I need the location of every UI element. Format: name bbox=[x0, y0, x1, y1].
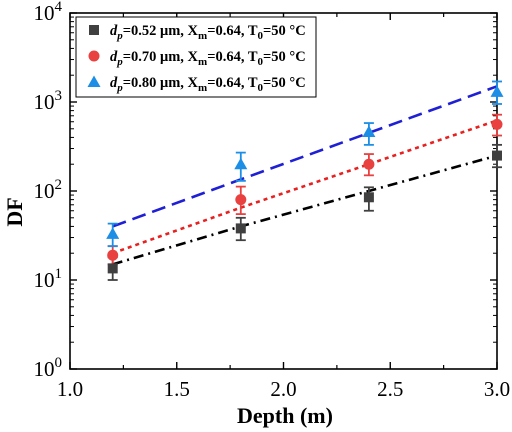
y-axis-label: DF bbox=[2, 197, 27, 226]
data-point-series-1 bbox=[235, 223, 246, 234]
legend-text-part: d bbox=[110, 49, 118, 65]
y-tick-exponent: 2 bbox=[55, 177, 63, 193]
fit-line-series-3 bbox=[112, 85, 498, 228]
data-point-series-3 bbox=[106, 227, 120, 239]
data-point-series-3 bbox=[362, 125, 376, 138]
legend-text-part: =50 °C bbox=[263, 49, 306, 65]
legend: dp=0.52 μm, Xm=0.64, T0=50 °Cdp=0.70 μm,… bbox=[75, 16, 317, 98]
y-tick-base: 10 bbox=[34, 268, 55, 292]
legend-text-part: =0.64, T bbox=[207, 75, 258, 91]
data-point-series-3 bbox=[234, 157, 248, 170]
data-point-series-2 bbox=[363, 158, 375, 170]
x-tick-label: 1.0 bbox=[57, 377, 83, 401]
legend-text-part: =50 °C bbox=[263, 23, 306, 39]
x-axis-ticks: 1.0 1.5 2.0 2.5 3.0 bbox=[57, 13, 510, 401]
legend-text-part: =0.64, T bbox=[207, 49, 258, 65]
legend-text-part: d bbox=[110, 23, 118, 39]
legend-text-part: p bbox=[116, 30, 123, 42]
legend-text-part: 0 bbox=[258, 30, 264, 42]
error-bars bbox=[107, 80, 502, 281]
y-tick-label: 100 bbox=[34, 355, 63, 381]
data-point-series-1 bbox=[107, 263, 118, 274]
y-tick-exponent: 1 bbox=[55, 266, 63, 282]
fit-line-series-2 bbox=[112, 119, 498, 255]
legend-text-part: 0 bbox=[258, 56, 264, 68]
x-tick-label: 3.0 bbox=[484, 377, 510, 401]
y-tick-label: 103 bbox=[34, 88, 63, 114]
legend-marker-series-1 bbox=[89, 25, 99, 35]
y-tick-base: 10 bbox=[34, 357, 55, 381]
y-tick-exponent: 0 bbox=[55, 355, 63, 371]
legend-text-part: m bbox=[198, 30, 207, 42]
y-tick-label: 104 bbox=[34, 0, 63, 25]
y-tick-exponent: 3 bbox=[55, 88, 63, 104]
legend-marker-series-3 bbox=[87, 75, 101, 87]
legend-marker-series-2 bbox=[88, 50, 100, 62]
legend-text-part: p bbox=[116, 82, 123, 94]
data-markers bbox=[106, 85, 504, 274]
x-axis-label: Depth (m) bbox=[237, 403, 333, 428]
y-tick-base: 10 bbox=[34, 90, 55, 114]
data-point-series-1 bbox=[492, 150, 502, 161]
legend-text-part: =50 °C bbox=[263, 75, 306, 91]
x-tick-label: 1.5 bbox=[164, 377, 190, 401]
legend-text-part: =0.64, T bbox=[207, 23, 258, 39]
data-point-series-1 bbox=[363, 192, 374, 203]
legend-text-part: d bbox=[110, 75, 118, 91]
y-tick-base: 10 bbox=[34, 179, 55, 203]
legend-label-series-3: dp=0.80 μm, Xm=0.64, T0=50 °C bbox=[110, 75, 306, 94]
legend-text-part: =0.80 μm, X bbox=[123, 75, 199, 91]
legend-text-part: m bbox=[198, 82, 207, 94]
legend-label-series-1: dp=0.52 μm, Xm=0.64, T0=50 °C bbox=[110, 23, 306, 42]
x-tick-label: 2.5 bbox=[377, 377, 403, 401]
x-tick-label: 2.0 bbox=[270, 377, 296, 401]
legend-text-part: p bbox=[116, 56, 123, 68]
y-tick-exponent: 4 bbox=[55, 0, 63, 15]
legend-text-part: =0.70 μm, X bbox=[123, 49, 199, 65]
legend-label-series-2: dp=0.70 μm, Xm=0.64, T0=50 °C bbox=[110, 49, 306, 68]
y-tick-base: 10 bbox=[34, 1, 55, 25]
data-point-series-2 bbox=[491, 118, 503, 130]
fit-lines bbox=[112, 85, 498, 266]
legend-box bbox=[75, 16, 317, 98]
y-tick-label: 101 bbox=[34, 266, 63, 292]
data-point-series-2 bbox=[107, 249, 119, 261]
legend-text-part: 0 bbox=[258, 82, 264, 94]
legend-text-part: =0.52 μm, X bbox=[123, 23, 199, 39]
data-point-series-2 bbox=[235, 194, 247, 206]
legend-text-part: m bbox=[198, 56, 207, 68]
data-point-series-3 bbox=[490, 85, 504, 97]
fit-line-series-1 bbox=[112, 154, 498, 266]
y-tick-label: 102 bbox=[34, 177, 63, 203]
